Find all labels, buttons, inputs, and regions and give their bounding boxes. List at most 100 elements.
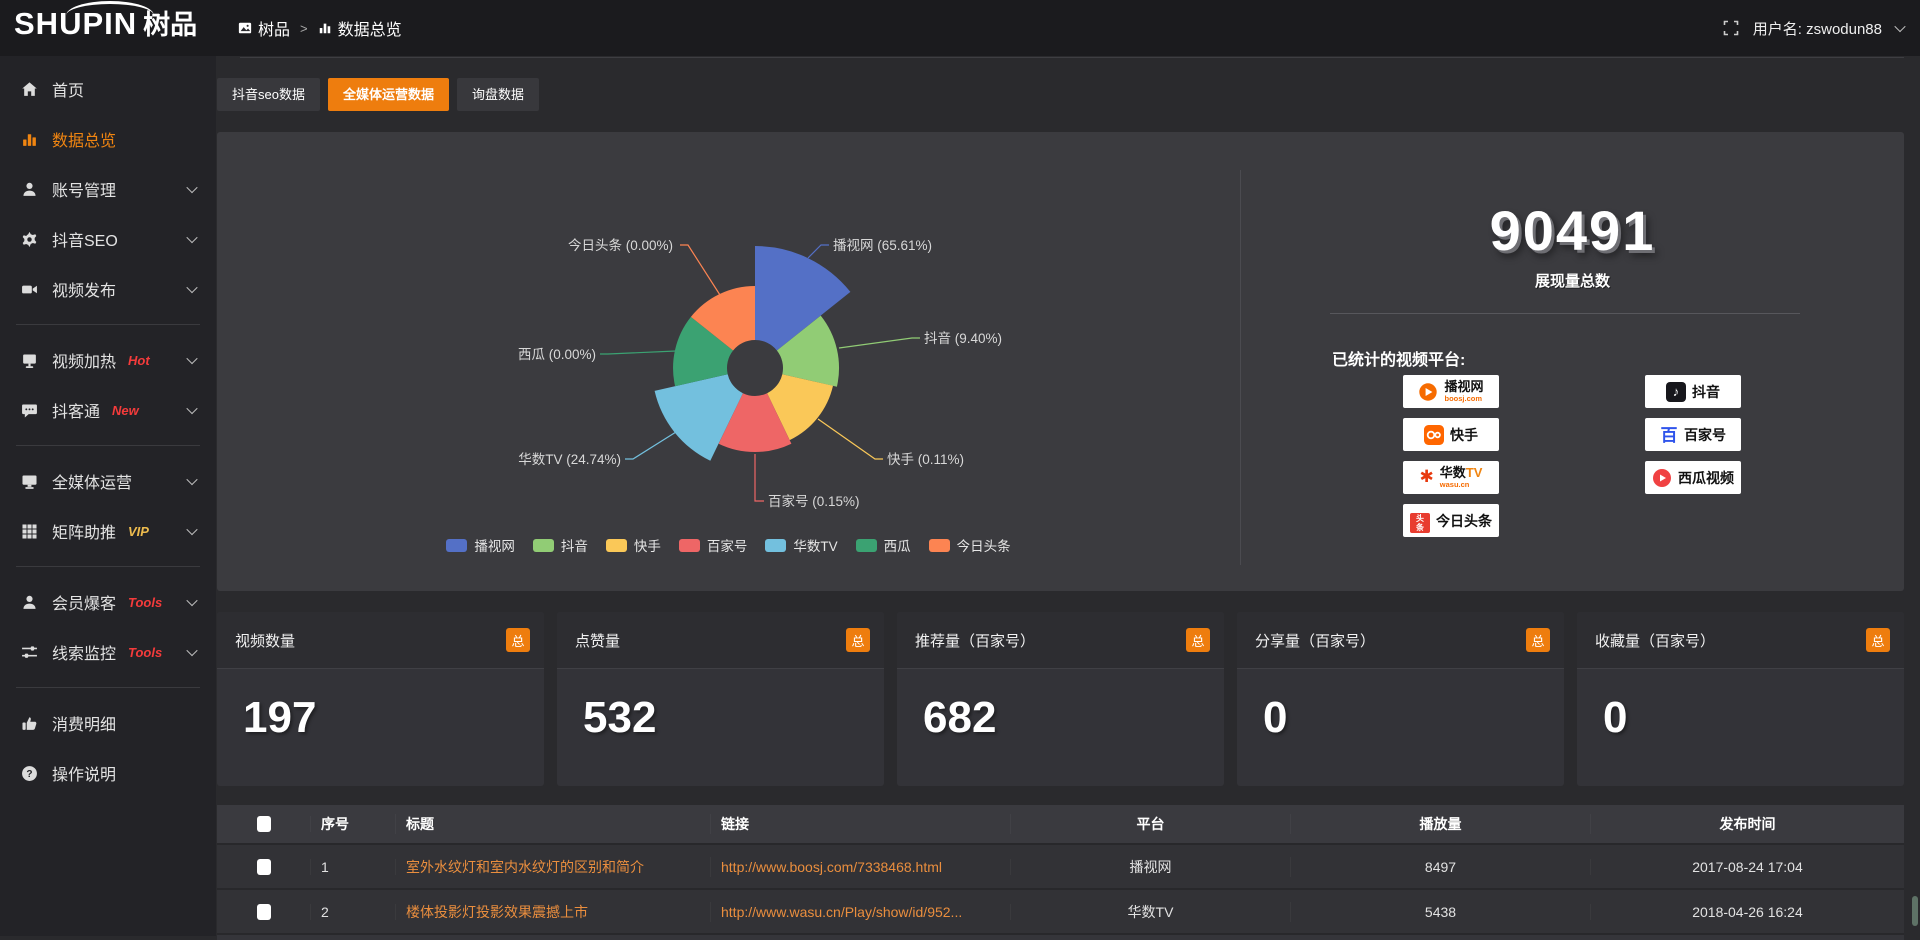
row-title-link[interactable]: 室外水纹灯和室内水纹灯的区别和简介 — [396, 856, 711, 877]
pie-label: 播视网 (65.61%) — [833, 238, 932, 253]
platform-wasu-icon: ✱ — [1419, 467, 1434, 486]
legend-label: 快手 — [633, 539, 661, 554]
username[interactable]: zswodun88 — [1806, 20, 1882, 38]
stat-card-value: 0 — [1263, 693, 1288, 742]
select-all-checkbox[interactable] — [256, 816, 271, 832]
sidebar-item-badge: Tools — [128, 644, 163, 660]
sidebar-item-data-overview[interactable]: 数据总览 — [0, 114, 216, 164]
chevron-down-icon[interactable] — [186, 402, 198, 415]
legend-item-播视网[interactable]: 播视网 — [446, 535, 515, 555]
tab-media-operation-data[interactable]: 全媒体运营数据 — [327, 78, 449, 111]
chevron-down-icon[interactable] — [186, 644, 198, 657]
platform-name: 今日头条 — [1436, 512, 1492, 529]
pie-slice-抖音[interactable] — [776, 315, 840, 387]
stat-card-0: 视频数量 总 197 — [217, 612, 544, 786]
breadcrumb: 树品 > 数据总览 — [238, 0, 402, 56]
legend-swatch — [532, 538, 554, 552]
fullscreen-icon[interactable] — [1723, 20, 1739, 36]
row-checkbox[interactable] — [256, 903, 271, 920]
chart-legend: 播视网 抖音 快手 百家号 华数TV 西瓜 今日头条 — [217, 535, 1240, 555]
stat-card-header: 收藏量（百家号） 总 — [1577, 612, 1904, 669]
pie-slice-快手[interactable] — [767, 374, 833, 441]
legend-item-今日头条[interactable]: 今日头条 — [928, 535, 1011, 555]
tab-inquiry-data[interactable]: 询盘数据 — [456, 78, 539, 111]
chevron-down-icon[interactable] — [186, 523, 198, 536]
sidebar-item-clue-monitor[interactable]: 线索监控 Tools — [0, 627, 216, 677]
sidebar-item-video-heat[interactable]: 视频加热 Hot — [0, 335, 216, 385]
pie-label: 快手 (0.11%) — [887, 452, 964, 467]
stat-cards-row: 视频数量总 197 点赞量总 532 推荐量（百家号）总 682 分享量（百家号）总 0 收藏量… — [217, 612, 1904, 786]
chevron-down-icon[interactable] — [186, 181, 198, 194]
chat-icon — [20, 401, 38, 419]
stat-card-label: 视频数量 — [235, 632, 296, 650]
pie-slice-西瓜[interactable] — [673, 316, 734, 387]
stat-card-total-badge[interactable]: 总 — [1526, 628, 1550, 652]
stat-card-total-badge[interactable]: 总 — [1866, 628, 1890, 652]
platform-badge-kuaishou[interactable]: 快手 — [1403, 418, 1499, 451]
platform-name: 百家号 — [1684, 426, 1726, 443]
platform-douyin-icon: ♪ — [1666, 381, 1686, 402]
stat-card-total-badge[interactable]: 总 — [506, 628, 530, 652]
legend-item-华数TV[interactable]: 华数TV — [765, 535, 838, 555]
logo[interactable]: SHUPIN 树品 — [14, 1, 197, 39]
sidebar-item-label: 数据总览 — [52, 133, 117, 150]
platform-badge-boosj[interactable]: 播视网 boosj.com — [1403, 375, 1499, 408]
summary-area: 90491 展现量总数 已统计的视频平台: 播视网 boosj.com 快手 ✱ 华数T… — [1241, 132, 1904, 591]
legend-item-快手[interactable]: 快手 — [605, 535, 661, 555]
image-icon — [238, 21, 252, 35]
chevron-down-icon[interactable] — [186, 594, 198, 607]
row-url-link[interactable]: http://www.boosj.com/7338468.html — [711, 858, 1011, 875]
platform-badge-wasu[interactable]: ✱ 华数TV wasu.cn — [1403, 461, 1499, 494]
sidebar-item-matrix-boost[interactable]: 矩阵助推 VIP — [0, 506, 216, 556]
sidebar-item-operation-guide[interactable]: ? 操作说明 — [0, 748, 216, 798]
pie-slice-播视网[interactable] — [755, 245, 851, 351]
row-title-link[interactable]: 楼体投影灯投影效果震撼上市 — [396, 901, 711, 922]
video-table: 序号 标题 链接 平台 播放量 发布时间 1 室外水纹灯和室内水纹灯的区别和简介 http://… — [217, 805, 1904, 940]
chevron-down-icon[interactable] — [1894, 20, 1906, 33]
row-checkbox[interactable] — [256, 858, 271, 875]
tab-douyin-seo-data[interactable]: 抖音seo数据 — [217, 78, 320, 111]
sidebar-item-label: 账号管理 — [52, 183, 117, 200]
row-platform: 华数TV — [1011, 901, 1291, 922]
chevron-down-icon[interactable] — [186, 473, 198, 486]
legend-item-西瓜[interactable]: 西瓜 — [855, 535, 911, 555]
video-icon — [20, 280, 38, 298]
platform-badge-xigua[interactable]: 西瓜视频 — [1645, 461, 1741, 494]
pie-label: 抖音 (9.40%) — [924, 330, 1002, 346]
platform-name: 抖音 — [1692, 383, 1720, 400]
chevron-down-icon[interactable] — [186, 352, 198, 365]
chart-icon — [318, 21, 332, 35]
pie-slice-百家号[interactable] — [718, 393, 792, 452]
chevron-down-icon[interactable] — [186, 231, 198, 244]
sidebar-item-account-manage[interactable]: 账号管理 — [0, 164, 216, 214]
sidebar-item-video-publish[interactable]: 视频发布 — [0, 264, 216, 314]
platform-badge-toutiao[interactable]: 头条今日头条 — [1403, 504, 1499, 537]
stat-card-label: 分享量（百家号） — [1255, 632, 1376, 650]
pie-slice-华数TV[interactable] — [654, 374, 743, 461]
breadcrumb-current[interactable]: 数据总览 — [337, 22, 402, 39]
table-header-col-time: 发布时间 — [1719, 816, 1776, 832]
chevron-down-icon[interactable] — [186, 281, 198, 294]
stat-card-total-badge[interactable]: 总 — [1186, 628, 1210, 652]
scrollbar-thumb[interactable] — [1912, 896, 1918, 926]
breadcrumb-root[interactable]: 树品 — [258, 22, 291, 39]
legend-label: 今日头条 — [956, 539, 1011, 554]
row-url-link[interactable]: http://www.wasu.cn/Play/show/id/952... — [711, 903, 1011, 920]
platform-badge-douyin[interactable]: ♪ 抖音 — [1645, 375, 1741, 408]
row-no: 1 — [311, 858, 396, 875]
stat-card-total-badge[interactable]: 总 — [846, 628, 870, 652]
sidebar-item-consume-detail[interactable]: 消费明细 — [0, 698, 216, 748]
pie-slice-今日头条[interactable] — [690, 286, 755, 351]
platform-badge-baijiahao[interactable]: 百百家号 — [1645, 418, 1741, 451]
row-views: 8497 — [1291, 858, 1591, 875]
sidebar-item-douyin-seo[interactable]: 抖音SEO — [0, 214, 216, 264]
overview-panel: 播视网 (65.61%) 抖音 (9.40%) 快手 (0.11%) 百家号 (0.1… — [217, 132, 1904, 591]
sidebar-item-home[interactable]: 首页 — [0, 64, 216, 114]
sidebar-item-douketong[interactable]: 抖客通 New — [0, 385, 216, 435]
stat-card-1: 点赞量 总 532 — [557, 612, 884, 786]
sidebar-item-member-baoke[interactable]: 会员爆客 Tools — [0, 577, 216, 627]
row-select-cell — [217, 858, 311, 875]
sidebar-item-media-operation[interactable]: 全媒体运营 — [0, 456, 216, 506]
legend-item-百家号[interactable]: 百家号 — [678, 535, 747, 555]
legend-item-抖音[interactable]: 抖音 — [532, 535, 588, 555]
